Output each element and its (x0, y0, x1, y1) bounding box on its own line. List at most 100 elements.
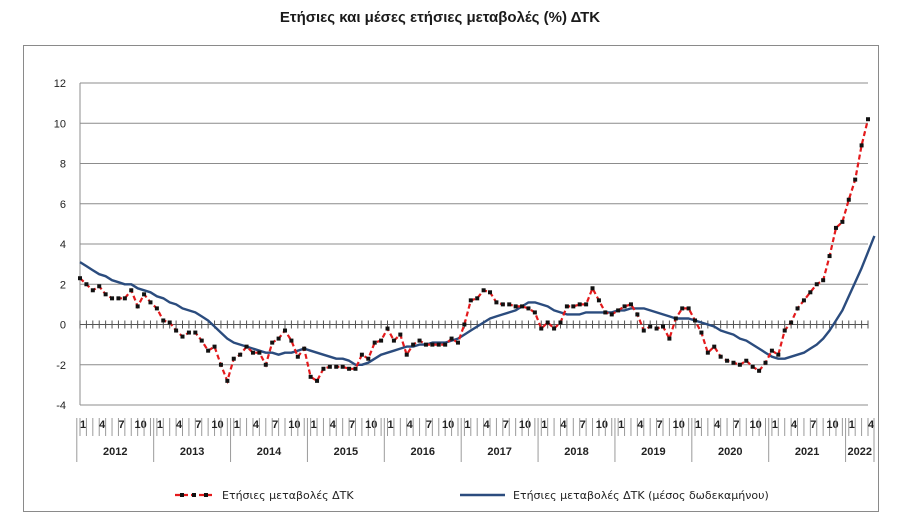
series-point-annual (391, 338, 396, 343)
series-point-annual (693, 318, 698, 323)
month-tick-label: 7 (733, 419, 739, 431)
y-tick-label: 2 (60, 279, 66, 291)
month-tick-label: 1 (849, 419, 855, 431)
series-point-annual (628, 302, 633, 307)
series-point-annual (436, 342, 441, 347)
month-tick-label: 7 (195, 419, 201, 431)
series-point-annual (648, 324, 653, 329)
series-point-annual (122, 296, 127, 301)
month-tick-label: 4 (253, 419, 260, 431)
series-point-annual (660, 324, 665, 329)
series-point-annual (116, 296, 121, 301)
series-point-annual (385, 326, 390, 331)
series-point-annual (821, 278, 826, 283)
series-point-annual (641, 328, 646, 333)
series-point-annual (468, 298, 473, 303)
month-tick-label: 7 (118, 419, 124, 431)
month-tick-label: 7 (810, 419, 816, 431)
month-tick-label: 10 (442, 419, 454, 431)
month-tick-label: 1 (772, 419, 778, 431)
series-point-annual (616, 308, 621, 313)
series-point-annual (321, 366, 326, 371)
year-label: 2017 (487, 446, 511, 458)
legend-swatch-marker (192, 493, 196, 497)
series-point-annual (302, 346, 307, 351)
series-point-annual (180, 334, 185, 339)
series-point-annual (423, 342, 428, 347)
series-point-annual (769, 348, 774, 353)
series-point-annual (417, 338, 422, 343)
series-point-annual (686, 306, 691, 311)
month-tick-label: 10 (211, 419, 223, 431)
y-tick-label: 8 (60, 159, 66, 171)
series-point-annual (564, 304, 569, 309)
series-line-annual (79, 118, 870, 385)
series-point-annual (186, 330, 191, 335)
series-point-annual (853, 177, 858, 182)
series-point-annual (840, 219, 845, 224)
series-point-annual (110, 296, 115, 301)
month-tick-label: 4 (330, 419, 337, 431)
year-label: 2018 (564, 446, 588, 458)
month-tick-label: 7 (657, 419, 663, 431)
month-tick-label: 1 (618, 419, 624, 431)
series-point-annual (763, 360, 768, 365)
month-tick-label: 1 (387, 419, 393, 431)
series-point-annual (507, 302, 512, 307)
series-point-annual (494, 300, 499, 305)
series-point-annual (846, 197, 851, 202)
series-point-annual (455, 340, 460, 345)
series-point-annual (590, 286, 595, 291)
series-point-annual (654, 326, 659, 331)
series-point-annual (705, 350, 710, 355)
y-tick-label: 4 (60, 239, 66, 251)
legend-swatch-marker (180, 493, 184, 497)
series-point-annual (552, 326, 557, 331)
series-point-annual (404, 352, 409, 357)
month-tick-label: 7 (349, 419, 355, 431)
series-point-annual (411, 342, 416, 347)
series-point-annual (513, 304, 518, 309)
series-point-annual (206, 348, 211, 353)
series-point-annual (327, 364, 332, 369)
series-point-annual (782, 328, 787, 333)
month-tick-label: 10 (673, 419, 685, 431)
series-point-annual (103, 292, 108, 297)
series-point-annual (827, 254, 832, 259)
series-point-annual (97, 284, 102, 289)
series-point-annual (334, 364, 339, 369)
series-point-annual (577, 302, 582, 307)
series-point-annual (231, 356, 236, 361)
series-point-annual (757, 368, 762, 373)
series-point-annual (795, 306, 800, 311)
month-tick-label: 10 (288, 419, 300, 431)
month-tick-label: 4 (176, 419, 183, 431)
series-point-annual (866, 117, 870, 122)
month-tick-label: 1 (695, 419, 701, 431)
year-label: 2014 (257, 446, 282, 458)
legend-swatch-marker (204, 493, 208, 497)
series-point-annual (699, 330, 704, 335)
series-point-annual (289, 338, 294, 343)
series-point-annual (744, 358, 749, 363)
series-point-annual (859, 143, 864, 148)
series-point-annual (161, 318, 166, 323)
year-label: 2022 (848, 446, 872, 458)
series-point-annual (545, 320, 550, 325)
year-label: 2015 (334, 446, 358, 458)
month-tick-label: 10 (750, 419, 762, 431)
chart-frame (23, 45, 879, 512)
month-tick-label: 4 (407, 419, 414, 431)
month-tick-label: 10 (519, 419, 531, 431)
y-tick-label: 12 (54, 78, 66, 90)
series-point-annual (801, 298, 806, 303)
series-point-annual (789, 320, 794, 325)
series-point-annual (622, 304, 627, 309)
month-tick-label: 1 (234, 419, 240, 431)
month-tick-label: 1 (80, 419, 86, 431)
y-tick-label: -4 (56, 400, 66, 412)
series-point-annual (199, 338, 204, 343)
month-tick-label: 4 (637, 419, 644, 431)
month-tick-label: 7 (272, 419, 278, 431)
